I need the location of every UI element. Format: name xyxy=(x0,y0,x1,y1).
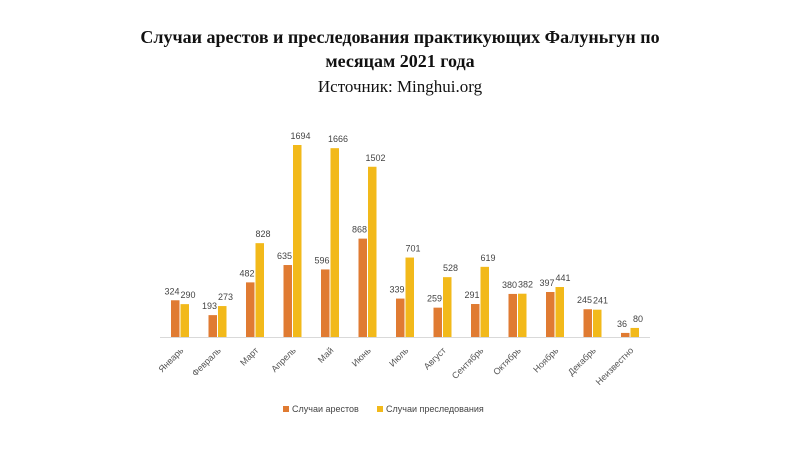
data-label-arrests-12: 36 xyxy=(617,319,627,329)
chart-title-line2: месяцам 2021 года xyxy=(325,51,475,71)
x-tick-label-6: Июль xyxy=(387,345,411,369)
data-label-persecution-0: 290 xyxy=(180,290,195,300)
data-label-persecution-1: 273 xyxy=(218,292,233,302)
bar-persecution-7 xyxy=(443,277,452,337)
bar-persecution-12 xyxy=(630,327,639,337)
x-tick-label-11: Декабрь xyxy=(566,345,598,377)
bar-arrests-8 xyxy=(471,304,480,337)
bar-arrests-11 xyxy=(583,309,592,337)
data-label-persecution-7: 528 xyxy=(443,263,458,273)
x-tick-label-1: Февраль xyxy=(190,345,223,378)
data-label-persecution-3: 1694 xyxy=(290,131,310,141)
bar-persecution-10 xyxy=(555,287,564,337)
bar-persecution-8 xyxy=(480,266,489,337)
bar-persecution-0 xyxy=(180,304,189,337)
x-tick-label-7: Август xyxy=(422,345,448,371)
bar-persecution-5 xyxy=(368,166,377,337)
bar-persecution-9 xyxy=(518,293,527,337)
data-label-arrests-4: 596 xyxy=(314,255,329,265)
data-label-arrests-9: 380 xyxy=(502,280,517,290)
bar-arrests-7 xyxy=(433,307,442,337)
bar-arrests-10 xyxy=(546,292,555,337)
legend-label-0: Случаи арестов xyxy=(292,404,359,414)
data-label-arrests-5: 868 xyxy=(352,225,367,235)
data-label-persecution-12: 80 xyxy=(633,314,643,324)
data-label-arrests-6: 339 xyxy=(389,285,404,295)
x-tick-label-0: Январь xyxy=(157,345,186,374)
data-label-persecution-5: 1502 xyxy=(365,153,385,163)
data-label-arrests-0: 324 xyxy=(164,286,179,296)
data-label-arrests-1: 193 xyxy=(202,301,217,311)
legend-label-1: Случаи преследования xyxy=(386,404,484,414)
data-label-persecution-2: 828 xyxy=(255,229,270,239)
chart-subtitle: Источник: Minghui.org xyxy=(317,77,483,96)
data-label-arrests-10: 397 xyxy=(539,278,554,288)
x-tick-label-3: Апрель xyxy=(269,345,298,374)
chart-title-line1: Случаи арестов и преследования практикую… xyxy=(140,27,660,47)
bar-persecution-3 xyxy=(293,145,302,337)
legend-swatch-1 xyxy=(377,406,383,412)
data-label-arrests-2: 482 xyxy=(239,268,254,278)
legend-swatch-0 xyxy=(283,406,289,412)
x-tick-label-4: Май xyxy=(316,345,336,365)
data-label-arrests-3: 635 xyxy=(277,251,292,261)
bar-persecution-2 xyxy=(255,243,264,337)
data-label-persecution-4: 1666 xyxy=(328,134,348,144)
data-label-persecution-10: 441 xyxy=(555,273,570,283)
bar-arrests-6 xyxy=(396,298,405,337)
data-label-persecution-9: 382 xyxy=(518,280,533,290)
bar-persecution-6 xyxy=(405,257,414,337)
data-label-persecution-8: 619 xyxy=(480,253,495,263)
bar-arrests-3 xyxy=(283,265,292,337)
data-label-arrests-8: 291 xyxy=(464,290,479,300)
x-tick-label-8: Сентябрь xyxy=(450,345,486,381)
data-label-persecution-11: 241 xyxy=(593,296,608,306)
bar-arrests-4 xyxy=(321,269,330,337)
data-label-arrests-7: 259 xyxy=(427,294,442,304)
bar-arrests-2 xyxy=(246,282,255,337)
x-tick-label-9: Октябрь xyxy=(491,345,523,377)
data-label-arrests-11: 245 xyxy=(577,295,592,305)
x-tick-label-12: Неизвестно xyxy=(594,345,636,387)
x-tick-label-10: Ноябрь xyxy=(531,345,560,374)
bar-arrests-9 xyxy=(508,293,517,337)
bar-arrests-1 xyxy=(208,315,217,337)
data-label-persecution-6: 701 xyxy=(405,244,420,254)
x-tick-label-5: Июнь xyxy=(350,345,373,368)
bar-arrests-5 xyxy=(358,238,367,337)
x-tick-label-2: Март xyxy=(238,345,260,367)
bar-arrests-12 xyxy=(621,332,630,337)
bar-arrests-0 xyxy=(171,300,180,337)
bar-persecution-1 xyxy=(218,306,227,337)
bar-persecution-11 xyxy=(593,309,602,337)
bar-persecution-4 xyxy=(330,148,339,337)
